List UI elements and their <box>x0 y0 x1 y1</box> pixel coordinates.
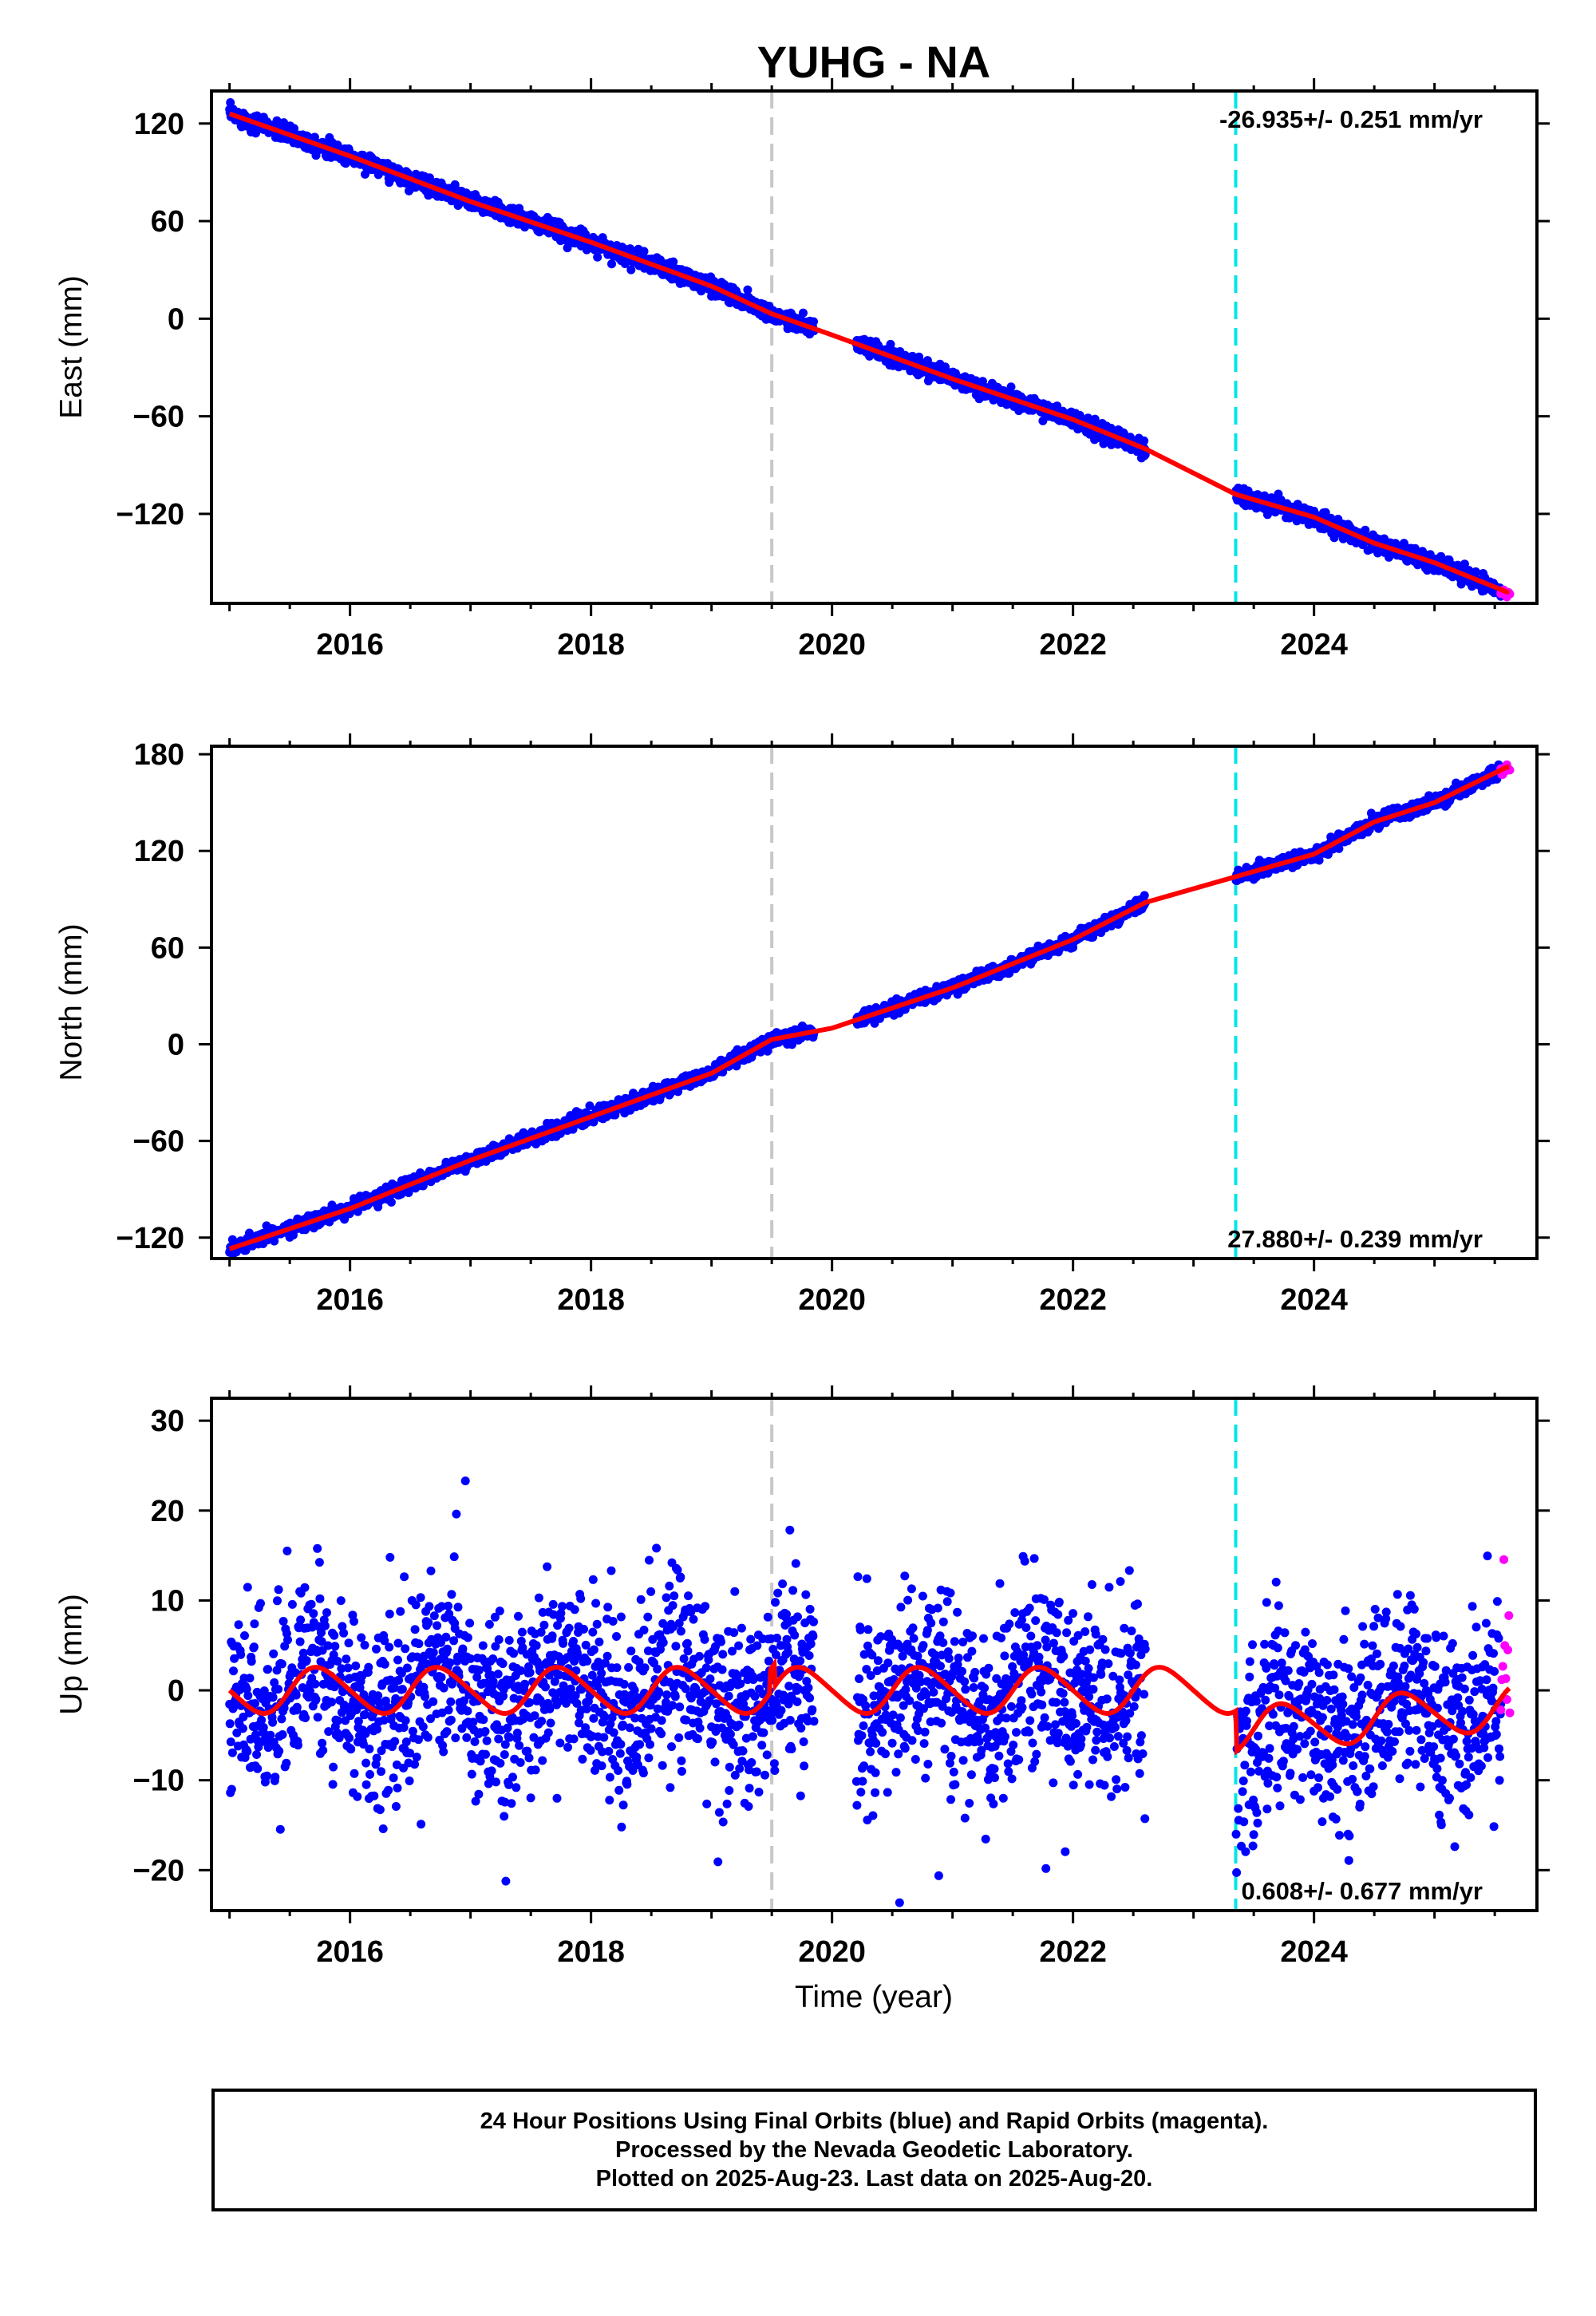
data-point <box>607 259 616 269</box>
model-curve <box>228 111 1510 595</box>
chart-title: YUHG - NA <box>757 37 990 87</box>
data-point <box>1361 525 1370 535</box>
rate-label: -26.935+/- 0.251 mm/yr <box>1219 105 1483 133</box>
x-tick-label: 2024 <box>1280 628 1348 662</box>
east-panel: 2016 2018 2020 2022 2024 120 60 0 −60 −120 East (m… <box>54 78 1550 662</box>
data-point <box>1321 508 1330 517</box>
data-point <box>251 128 260 138</box>
data-point <box>639 247 649 256</box>
data-point <box>593 252 602 262</box>
x-tick-label: 2018 <box>557 628 625 662</box>
data-point <box>1090 414 1100 424</box>
data-point <box>669 257 678 267</box>
x-tick-label: 2022 <box>1039 628 1107 662</box>
y-tick-label: 0 <box>168 302 184 336</box>
data-point <box>626 265 636 275</box>
data-point <box>743 285 753 294</box>
data-point <box>1140 450 1150 460</box>
y-tick-label: 120 <box>134 108 184 141</box>
data-point <box>245 1228 254 1238</box>
data-point <box>809 317 818 326</box>
x-tick-label: 2020 <box>798 628 866 662</box>
y-tick-label: 60 <box>151 205 184 239</box>
data-point <box>386 1197 396 1207</box>
y-axis-label: East (mm) <box>54 275 89 419</box>
y-tick-label: −120 <box>116 498 184 532</box>
data-point <box>1006 382 1016 392</box>
data-point <box>1140 436 1149 445</box>
y-tick-label: −60 <box>133 401 184 434</box>
data-point <box>1471 567 1480 576</box>
north-panel: 2016 2018 2020 2022 2024180120600−60−120Nort… <box>54 733 1550 1317</box>
data-points <box>225 760 1515 1259</box>
data-point <box>799 308 808 318</box>
data-point <box>922 356 932 366</box>
data-point <box>1140 891 1149 900</box>
data-point <box>1314 856 1324 865</box>
plot-frame <box>210 89 1539 605</box>
x-tick-label: 2016 <box>316 628 384 662</box>
data-point <box>585 1101 595 1111</box>
data-point <box>1053 401 1062 411</box>
